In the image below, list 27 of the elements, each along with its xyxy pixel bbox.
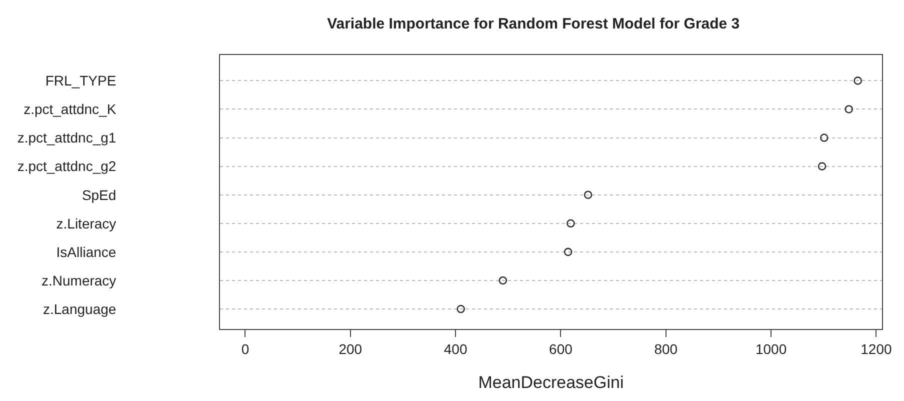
x-tick-label: 400 <box>444 340 468 357</box>
point <box>564 248 572 256</box>
point <box>456 304 465 314</box>
y-tick-label: z.pct_attdnc_g1 <box>17 130 116 146</box>
y-tick-label: z.Literacy <box>56 215 116 232</box>
y-tick-label: FRL_TYPE <box>45 72 116 89</box>
y-tick-label: z.pct_attdnc_K <box>24 101 117 118</box>
y-tick-label: z.pct_attdnc_g2 <box>17 158 116 174</box>
y-tick-label: z.Numeracy <box>42 272 116 288</box>
point <box>820 134 828 142</box>
point <box>844 105 854 114</box>
y-tick-label: IsAlliance <box>56 244 116 260</box>
point <box>566 219 575 228</box>
point <box>854 76 862 85</box>
chart-title: Variable Importance for Random Forest Model for Grade 3 <box>327 16 740 33</box>
x-tick-label: 1000 <box>755 340 787 357</box>
point <box>584 190 592 199</box>
x-tick-label: 0 <box>241 340 250 357</box>
x-tick-label: 1200 <box>860 340 892 357</box>
x-tick-label: 800 <box>654 340 678 357</box>
x-axis-title: MeanDecreaseGini <box>478 373 624 392</box>
y-tick-label: SpEd <box>82 186 116 203</box>
point <box>498 276 508 285</box>
y-tick-label: z.Language <box>43 300 116 317</box>
point <box>818 162 826 170</box>
x-tick-label: 600 <box>549 340 573 357</box>
x-tick-label: 200 <box>338 340 362 357</box>
